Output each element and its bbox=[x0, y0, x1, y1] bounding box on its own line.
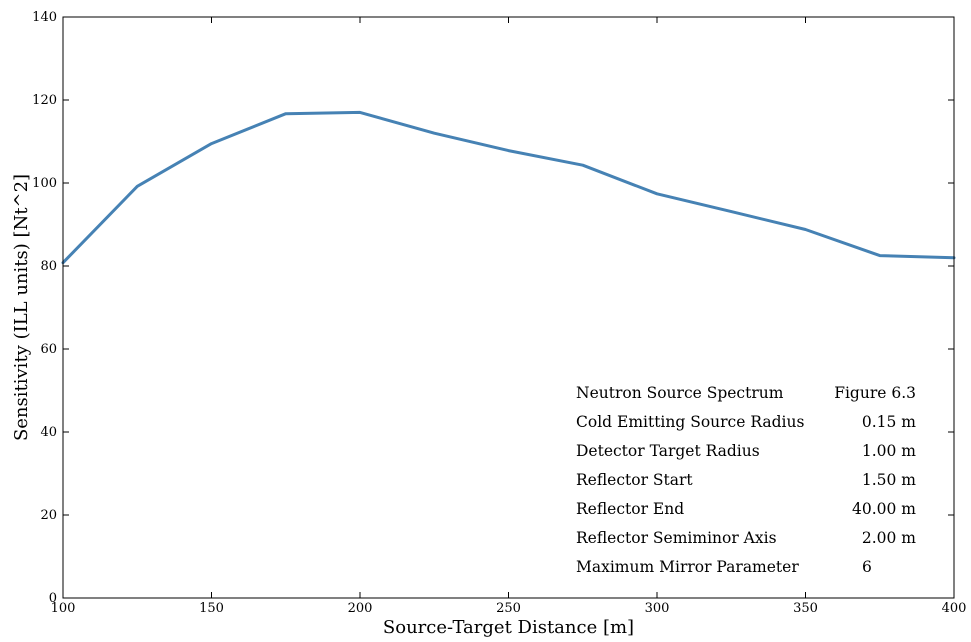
annotation-label: Detector Target Radius bbox=[576, 442, 760, 460]
annotation-value: Figure 6.3 bbox=[834, 384, 916, 402]
annotation-value: 40.00 m bbox=[852, 500, 916, 518]
annotation-value: 0.15 m bbox=[862, 413, 916, 431]
x-tick-label: 200 bbox=[348, 601, 373, 616]
annotation-value: 1.00 m bbox=[862, 442, 916, 460]
annotation-label: Neutron Source Spectrum bbox=[576, 384, 784, 402]
plot-frame bbox=[62, 16, 955, 599]
y-tick-label: 100 bbox=[32, 176, 57, 191]
annotation-label: Reflector End bbox=[576, 500, 684, 518]
y-axis-label: Sensitivity (ILL units) [Nt^2] bbox=[11, 174, 32, 441]
y-tick-label: 120 bbox=[32, 93, 57, 108]
annotation-value: 6 bbox=[862, 558, 872, 576]
y-tick-label: 20 bbox=[40, 508, 57, 523]
data-layer bbox=[61, 110, 956, 265]
parameter-annotation-table: Neutron Source Spectrum Figure 6.3 Cold Em… bbox=[576, 384, 916, 576]
annotation-label: Reflector Start bbox=[576, 471, 693, 489]
x-tick-label: 250 bbox=[496, 601, 521, 616]
annotation-value: 1.50 m bbox=[862, 471, 916, 489]
y-tick-label: 60 bbox=[40, 342, 57, 357]
y-tick-label: 0 bbox=[49, 591, 57, 606]
x-tick-label: 300 bbox=[645, 601, 670, 616]
annotation-label: Cold Emitting Source Radius bbox=[576, 413, 804, 431]
x-tick-label: 400 bbox=[942, 601, 967, 616]
x-tick-label: 100 bbox=[51, 601, 76, 616]
ticks-layer: 100 150 200 250 300 350 400 0 20 40 60 80 100 120 140 bbox=[32, 10, 966, 616]
y-tick-label: 40 bbox=[40, 425, 57, 440]
x-tick-label: 350 bbox=[793, 601, 818, 616]
annotation-value: 2.00 m bbox=[862, 529, 916, 547]
y-tick-label: 140 bbox=[32, 10, 57, 25]
series-line-0 bbox=[61, 110, 956, 265]
annotation-label: Maximum Mirror Parameter bbox=[576, 558, 799, 576]
y-tick-label: 80 bbox=[40, 259, 57, 274]
x-tick-label: 150 bbox=[199, 601, 224, 616]
x-axis-label: Source-Target Distance [m] bbox=[383, 617, 634, 638]
annotation-label: Reflector Semiminor Axis bbox=[576, 529, 777, 547]
